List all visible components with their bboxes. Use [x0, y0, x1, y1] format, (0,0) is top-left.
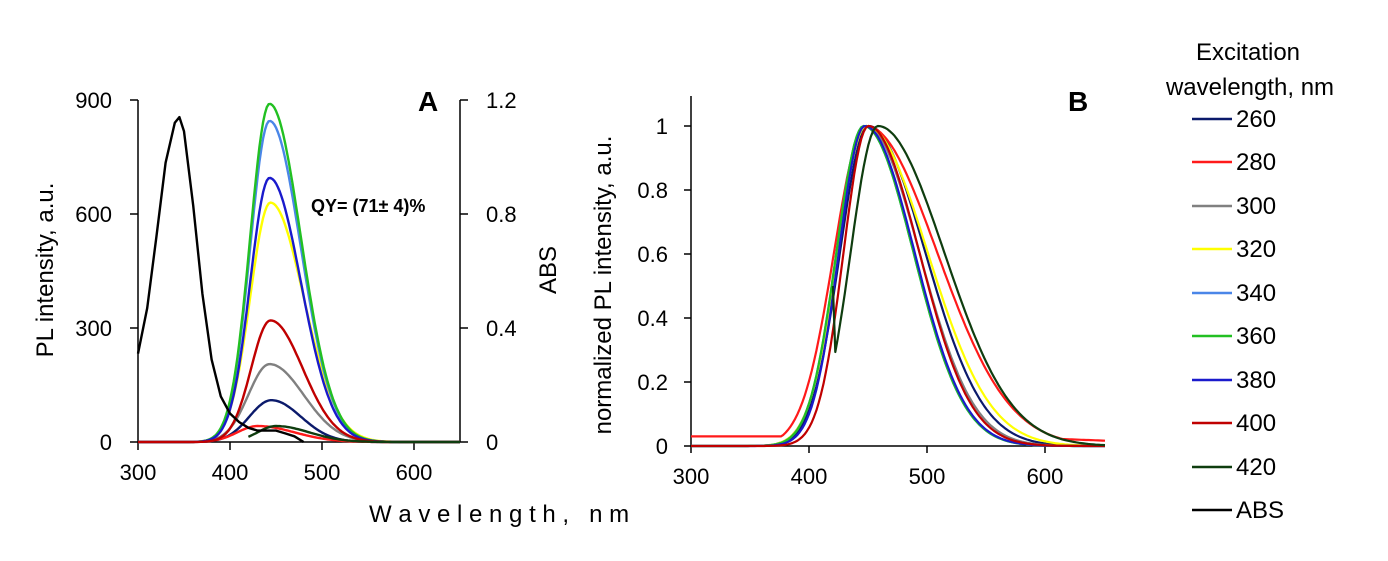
- legend-label: ABS: [1236, 497, 1284, 524]
- panel-a-y2tick-label: 0.8: [486, 202, 517, 227]
- panel-b-xtick-label: 400: [791, 464, 828, 489]
- legend-entry: 300: [1192, 193, 1276, 220]
- panel-a-y2tick-label: 1.2: [486, 88, 517, 113]
- pl-series-260-line: [138, 399, 460, 444]
- legend-entry: 380: [1192, 367, 1276, 394]
- legend-entry: 260: [1192, 106, 1276, 133]
- panel-b-ytick-label: 1: [656, 114, 668, 139]
- panel-a-ytick-label: 0: [100, 430, 112, 455]
- legend-label: 400: [1236, 410, 1276, 437]
- legend-label: 360: [1236, 323, 1276, 350]
- legend-label: 380: [1236, 367, 1276, 394]
- panel-b-tick-marks: [684, 125, 1046, 453]
- legend-entry: 360: [1192, 323, 1276, 350]
- panel-a-y-axis-label: PL intensity, a.u.: [32, 183, 59, 358]
- panel-a-y2tick-label: 0.4: [486, 316, 517, 341]
- legend-entry: ABS: [1192, 497, 1284, 524]
- panel-a-y2tick-label: 0: [486, 430, 498, 455]
- panel-a-xtick-label: 600: [396, 460, 433, 485]
- panel-b-xtick-label: 300: [673, 464, 710, 489]
- legend-entry: 420: [1192, 454, 1276, 481]
- legend-label: 340: [1236, 280, 1276, 307]
- panel-b-chart: B normalized PL intensity, a.u. 0 0.2 0.…: [590, 86, 1106, 489]
- normalized-series-420-line: [831, 124, 1106, 447]
- panel-b-xtick-label: 500: [909, 464, 946, 489]
- panel-a-xtick-label: 500: [304, 460, 341, 485]
- legend-title-line-2: wavelength, nm: [1165, 74, 1334, 101]
- panel-b-y-axis-label: normalized PL intensity, a.u.: [590, 136, 617, 435]
- legend-title-line-1: Excitation: [1196, 39, 1300, 66]
- legend: Excitation wavelength, nm 260 280 300 32…: [1165, 39, 1334, 524]
- pl-series-400-line: [138, 319, 460, 444]
- panel-b-series-group: [691, 124, 1106, 448]
- panel-b-xtick-label: 600: [1027, 464, 1064, 489]
- pl-series-420-line: [247, 424, 460, 444]
- panel-b-ytick-label: 0: [656, 434, 668, 459]
- legend-label: 320: [1236, 236, 1276, 263]
- panel-a-label: A: [418, 86, 438, 117]
- panel-a-ytick-label: 300: [75, 316, 112, 341]
- panel-a-tick-marks: [130, 99, 468, 450]
- legend-label: 300: [1236, 193, 1276, 220]
- panel-a-series-group: [136, 102, 460, 444]
- panel-a-xtick-label: 400: [212, 460, 249, 485]
- panel-b-ytick-label: 0.6: [637, 242, 668, 267]
- legend-label: 420: [1236, 454, 1276, 481]
- panel-a-ytick-label: 900: [75, 88, 112, 113]
- legend-entry: 340: [1192, 280, 1276, 307]
- panel-b-label: B: [1068, 86, 1088, 117]
- panel-a-chart: A QY= (71± 4)% PL intensity, a.u. ABS 90…: [32, 86, 562, 485]
- panel-a-xtick-label: 300: [120, 460, 157, 485]
- panel-a-y2-axis-label: ABS: [535, 246, 562, 294]
- panel-b-ytick-label: 0.2: [637, 370, 668, 395]
- panel-b-ytick-label: 0.4: [637, 306, 668, 331]
- panel-b-ytick-label: 0.8: [637, 178, 668, 203]
- normalized-series-400-line: [691, 124, 1105, 448]
- panel-a-ytick-label: 600: [75, 202, 112, 227]
- legend-label: 260: [1236, 106, 1276, 133]
- shared-x-axis-label: W a v e l e n g t h , n m: [369, 501, 629, 528]
- legend-entry: 320: [1192, 236, 1276, 263]
- quantum-yield-annotation: QY= (71± 4)%: [311, 196, 425, 216]
- legend-entry: 280: [1192, 149, 1276, 176]
- legend-label: 280: [1236, 149, 1276, 176]
- abs-series-line: [136, 115, 305, 444]
- legend-entry: 400: [1192, 410, 1276, 437]
